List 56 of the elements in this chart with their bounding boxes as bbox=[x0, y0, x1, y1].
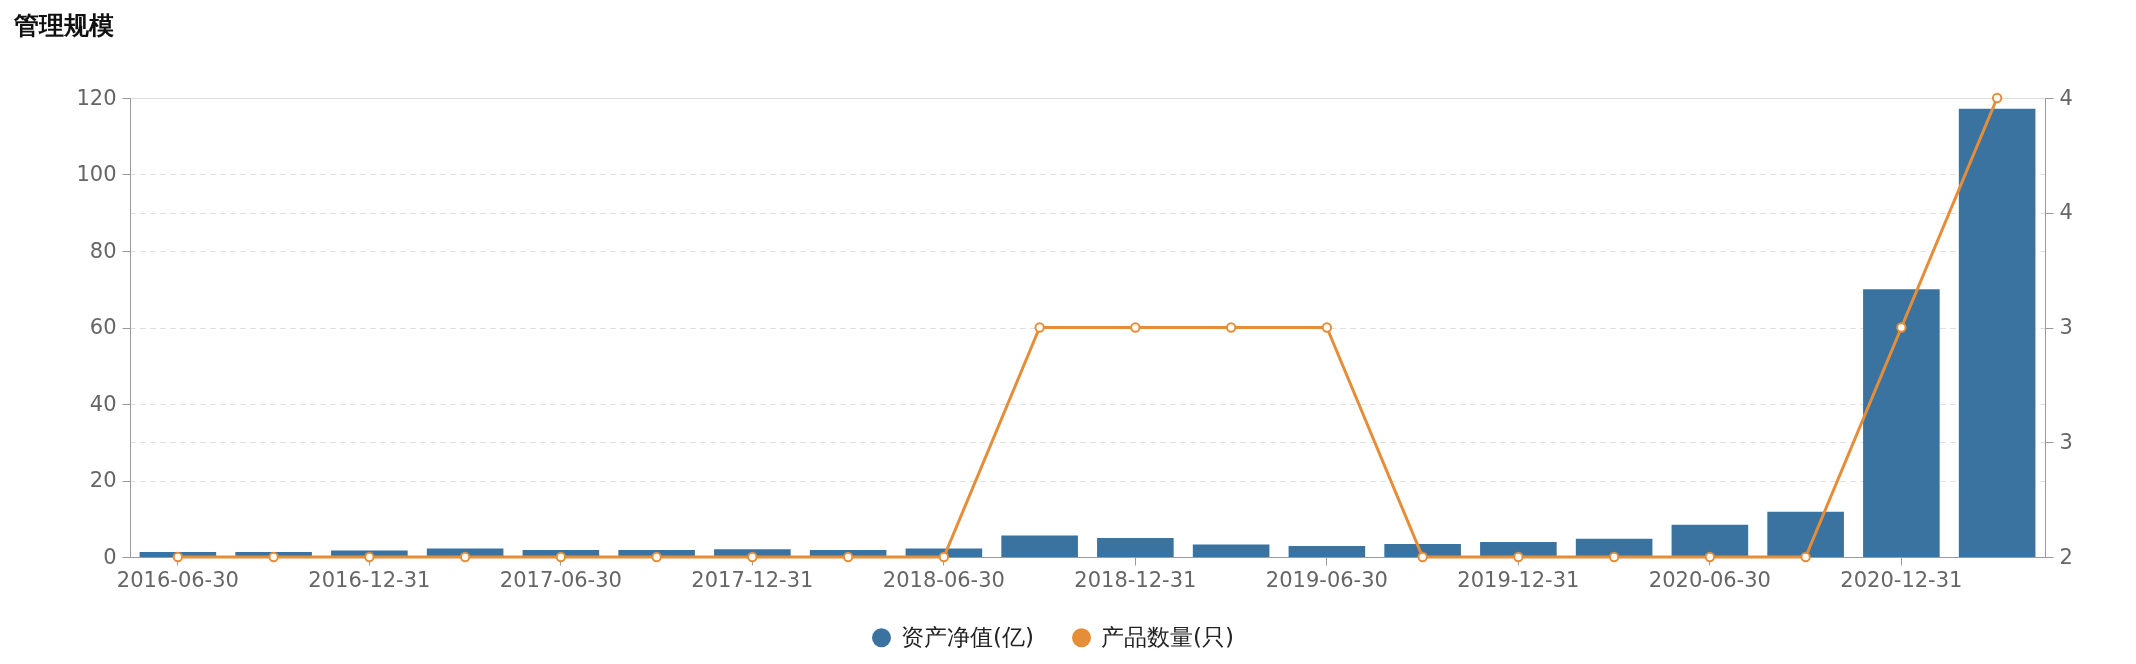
point bbox=[1417, 551, 1428, 563]
point bbox=[459, 551, 471, 563]
x-tick-label: 2019-06-30 bbox=[1265, 567, 1388, 592]
y2-tick-label: 4 bbox=[2059, 200, 2073, 225]
y-tick-label: 60 bbox=[89, 315, 117, 339]
bar bbox=[1671, 524, 1749, 557]
bar bbox=[1575, 538, 1653, 557]
point bbox=[1608, 551, 1620, 563]
point bbox=[842, 551, 854, 563]
x-tick-label: 2017-12-31 bbox=[691, 567, 814, 592]
point bbox=[364, 551, 375, 563]
x-tick-label: 2020-06-30 bbox=[1648, 567, 1771, 592]
point bbox=[651, 551, 662, 563]
y2-tick-label: 3 bbox=[2059, 429, 2073, 454]
y2-tick-label: 3 bbox=[2059, 315, 2073, 339]
point bbox=[1513, 551, 1524, 563]
point bbox=[1225, 322, 1237, 333]
bar bbox=[1767, 511, 1844, 557]
point bbox=[555, 551, 567, 563]
y-tick-label: 40 bbox=[89, 391, 117, 416]
y-tick-label: 80 bbox=[89, 238, 117, 263]
bar bbox=[1097, 537, 1174, 557]
x-tick-label: 2018-12-31 bbox=[1074, 567, 1197, 592]
x-tick-label: 2018-06-30 bbox=[882, 567, 1005, 592]
y-tick-label: 120 bbox=[76, 85, 117, 110]
chart-title: 管理规模 bbox=[13, 11, 114, 40]
bar bbox=[1001, 535, 1078, 557]
bar bbox=[1384, 544, 1461, 557]
point bbox=[1991, 92, 2003, 104]
legend-label: 产品数量(只) bbox=[1101, 623, 1234, 650]
y2-tick-label: 4 bbox=[2059, 85, 2073, 110]
point bbox=[1034, 322, 1045, 333]
bar bbox=[1863, 289, 1940, 557]
point bbox=[172, 551, 184, 563]
point bbox=[1800, 551, 1811, 563]
bar bbox=[1288, 545, 1366, 557]
bar bbox=[1480, 542, 1557, 557]
point bbox=[938, 551, 950, 563]
point bbox=[1896, 322, 1907, 333]
point bbox=[1704, 551, 1716, 563]
point bbox=[747, 551, 758, 563]
x-tick-label: 2019-12-31 bbox=[1457, 567, 1580, 592]
point bbox=[1130, 322, 1141, 333]
y2-tick-label: 2 bbox=[2059, 544, 2073, 569]
x-tick-label: 2017-06-30 bbox=[499, 567, 622, 592]
bar bbox=[1958, 108, 2036, 557]
y-tick-label: 100 bbox=[76, 162, 117, 186]
legend-label: 资产净值(亿) bbox=[901, 623, 1034, 650]
bar bbox=[1192, 544, 1270, 557]
x-tick-label: 2020-12-31 bbox=[1840, 567, 1963, 592]
x-tick-label: 2016-06-30 bbox=[116, 567, 239, 592]
point bbox=[268, 551, 279, 563]
point bbox=[1321, 322, 1333, 333]
y-tick-label: 0 bbox=[103, 544, 117, 569]
x-tick-label: 2016-12-31 bbox=[308, 567, 431, 592]
y-tick-label: 20 bbox=[89, 468, 117, 492]
